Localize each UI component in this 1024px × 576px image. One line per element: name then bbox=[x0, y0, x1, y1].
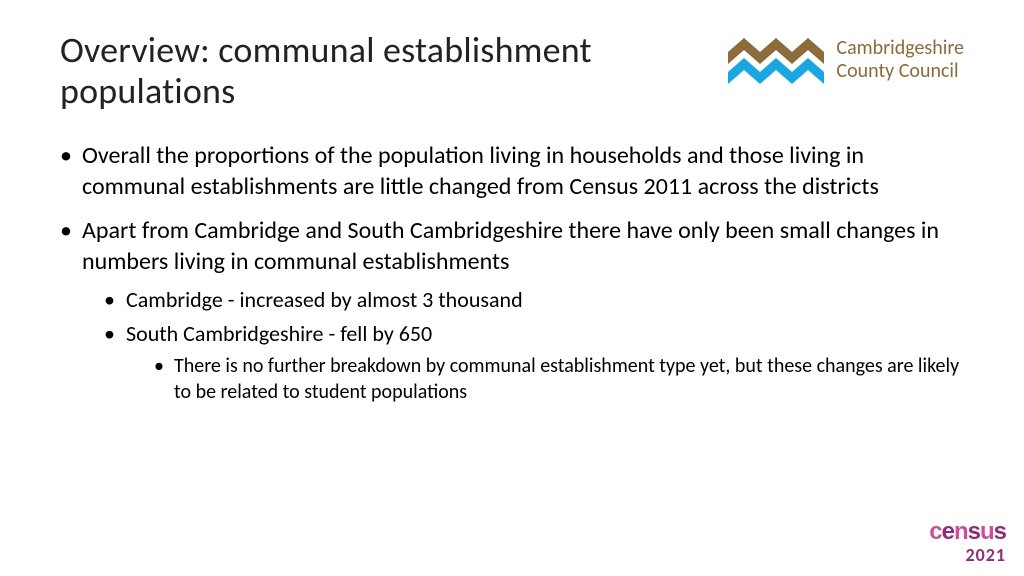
bullet-text: There is no further breakdown by communa… bbox=[174, 354, 959, 404]
slide: Overview: communal establishment populat… bbox=[0, 0, 1024, 576]
census-word: census bbox=[929, 518, 1006, 546]
council-name-line1: Cambridgeshire bbox=[836, 37, 964, 60]
sub-sub-list: There is no further breakdown by communa… bbox=[126, 354, 964, 405]
council-name-line2: County Council bbox=[836, 60, 964, 83]
bullet-text: South Cambridgeshire - fell by 650 bbox=[126, 320, 432, 347]
list-item: Overall the proportions of the populatio… bbox=[60, 141, 964, 202]
census-year: 2021 bbox=[929, 544, 1006, 566]
bullet-text: Overall the proportions of the populatio… bbox=[82, 141, 879, 201]
council-logo: Cambridgeshire County Council bbox=[728, 36, 964, 84]
list-item: South Cambridgeshire - fell by 650 There… bbox=[104, 320, 964, 405]
list-item: Apart from Cambridge and South Cambridge… bbox=[60, 216, 964, 405]
sub-list: Cambridge - increased by almost 3 thousa… bbox=[82, 286, 964, 406]
bullet-list: Overall the proportions of the populatio… bbox=[60, 141, 964, 405]
census-logo: census 2021 bbox=[929, 518, 1006, 566]
list-item: There is no further breakdown by communa… bbox=[154, 354, 964, 405]
bullet-text: Apart from Cambridge and South Cambridge… bbox=[82, 216, 939, 276]
slide-title: Overview: communal establishment populat… bbox=[60, 30, 620, 113]
bullet-text: Cambridge - increased by almost 3 thousa… bbox=[126, 286, 523, 313]
slide-header: Overview: communal establishment populat… bbox=[60, 30, 964, 113]
council-zigzag-icon bbox=[728, 36, 824, 84]
council-name: Cambridgeshire County Council bbox=[836, 37, 964, 83]
list-item: Cambridge - increased by almost 3 thousa… bbox=[104, 286, 964, 314]
